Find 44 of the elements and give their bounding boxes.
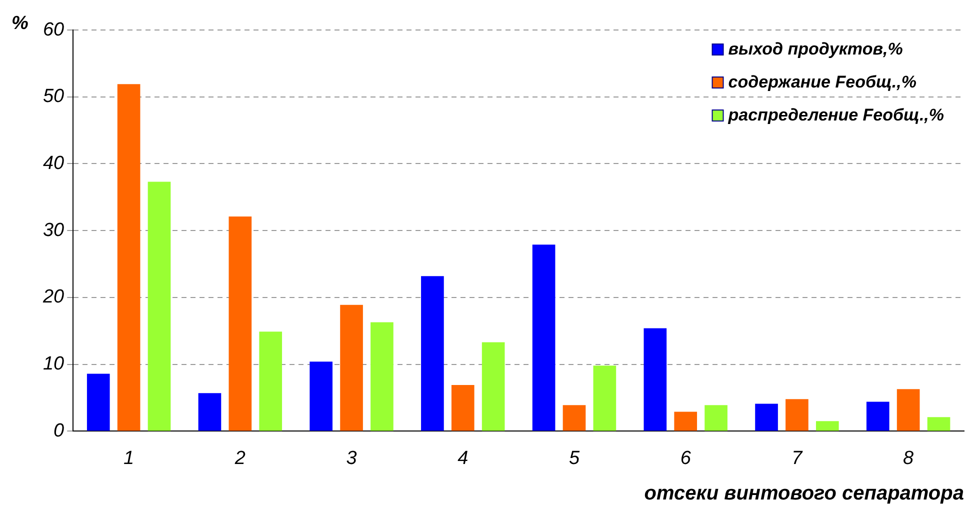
bar	[148, 182, 171, 431]
x-tick-label: 5	[568, 448, 580, 469]
x-axis-title: отсеки винтового сепаратора	[644, 482, 964, 505]
x-tick-label: 3	[346, 448, 358, 469]
bar	[644, 328, 667, 431]
bar	[927, 417, 950, 431]
legend-label: распределение Feобщ.,%	[727, 106, 944, 125]
x-tick-label: 2	[234, 448, 246, 469]
x-tick-label: 1	[124, 448, 134, 469]
bar	[310, 362, 333, 431]
y-tick-label: 20	[42, 286, 65, 308]
bar	[866, 402, 890, 431]
bar	[198, 393, 222, 431]
y-tick-label: 60	[42, 19, 65, 40]
y-tick-label: 50	[42, 86, 65, 108]
bar	[532, 244, 556, 431]
x-tick-label: 8	[903, 448, 914, 469]
bar	[482, 342, 505, 431]
bar	[228, 216, 252, 431]
y-axis-title: %	[12, 13, 29, 34]
bar	[704, 405, 728, 431]
bar	[896, 389, 920, 431]
bar	[816, 421, 839, 431]
bar	[340, 304, 363, 431]
x-tick-label: 6	[680, 448, 692, 469]
bar	[674, 412, 698, 431]
x-tick-label: 4	[458, 448, 468, 469]
bar	[593, 366, 616, 431]
bar	[86, 374, 110, 431]
bar	[786, 399, 808, 431]
y-tick-label: 10	[42, 354, 65, 375]
bar	[451, 385, 474, 431]
x-tick-label: 7	[792, 448, 804, 469]
bar	[117, 84, 140, 431]
bar	[370, 322, 394, 431]
bar	[259, 332, 282, 431]
bar	[755, 404, 778, 431]
bar	[421, 276, 444, 431]
y-tick-label: 40	[42, 153, 65, 174]
legend-label: содержание Feобщ.,%	[728, 72, 916, 92]
bar	[562, 405, 586, 431]
y-tick-label: 30	[42, 220, 65, 241]
y-tick-label: 0	[54, 420, 65, 442]
legend-label: выход продуктов,%	[728, 40, 903, 59]
